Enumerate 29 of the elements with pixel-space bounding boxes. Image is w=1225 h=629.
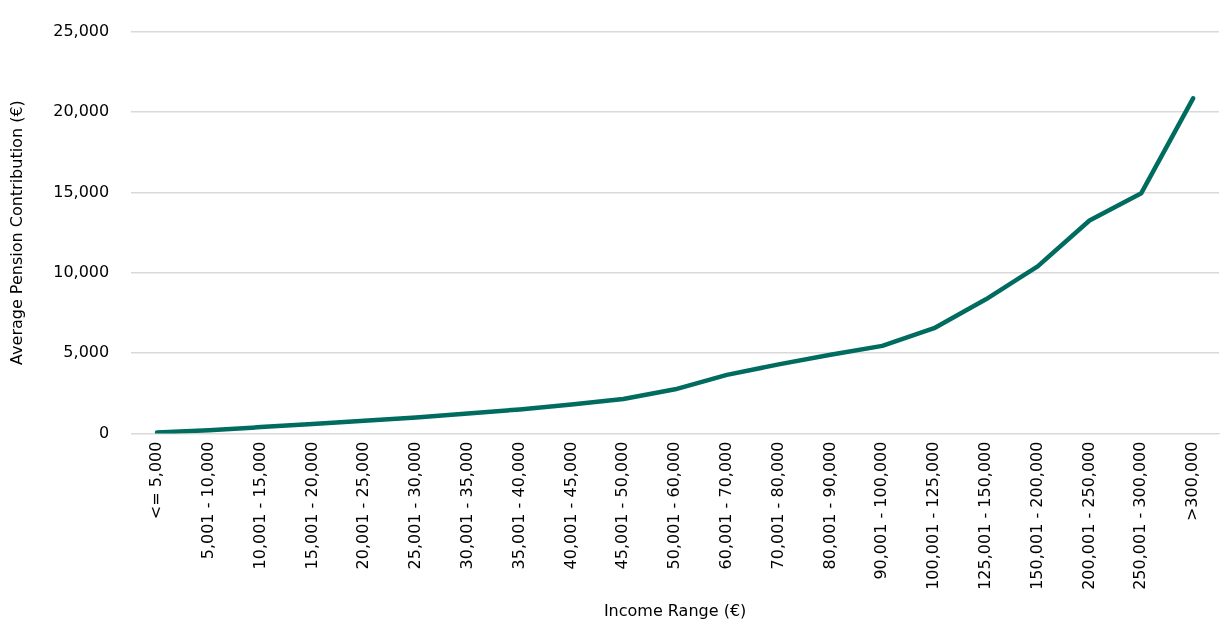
x-tick-label: 40,001 - 45,000 [560, 441, 580, 570]
y-tick-label: 5,000 [63, 342, 110, 362]
y-tick-label: 15,000 [53, 181, 110, 201]
x-tick-label: 20,001 - 25,000 [353, 441, 373, 570]
x-tick-label: 90,001 - 100,000 [871, 441, 891, 580]
x-tick-label: 70,001 - 80,000 [767, 441, 787, 570]
y-axis-title: Average Pension Contribution (€) [6, 100, 26, 365]
y-tick-label: 20,000 [53, 101, 110, 121]
x-tick-label: 125,001 - 150,000 [975, 441, 995, 590]
y-tick-label: 0 [99, 422, 110, 442]
x-tick-label: <= 5,000 [146, 441, 166, 520]
x-tick-label: 100,001 - 125,000 [923, 441, 943, 590]
x-tick-label: 60,001 - 70,000 [716, 441, 736, 570]
x-tick-label: 150,001 - 200,000 [1026, 441, 1046, 590]
y-tick-label: 25,000 [53, 20, 110, 40]
x-tick-label: 200,001 - 250,000 [1078, 441, 1098, 590]
x-axis-title: Income Range (€) [603, 600, 747, 620]
x-tick-label: 45,001 - 50,000 [612, 441, 632, 570]
y-tick-label: 10,000 [53, 261, 110, 281]
x-tick-label: 50,001 - 60,000 [664, 441, 684, 570]
x-tick-label: >300,000 [1182, 441, 1202, 522]
x-tick-label: 80,001 - 90,000 [819, 441, 839, 570]
x-tick-label: 15,001 - 20,000 [301, 441, 321, 570]
x-tick-label: 250,001 - 300,000 [1130, 441, 1150, 590]
x-tick-label: 30,001 - 35,000 [457, 441, 477, 570]
x-tick-label: 35,001 - 40,000 [508, 441, 528, 570]
x-tick-label: 25,001 - 30,000 [405, 441, 425, 570]
x-tick-label: 10,001 - 15,000 [249, 441, 269, 570]
x-tick-label: 5,001 - 10,000 [198, 441, 218, 560]
